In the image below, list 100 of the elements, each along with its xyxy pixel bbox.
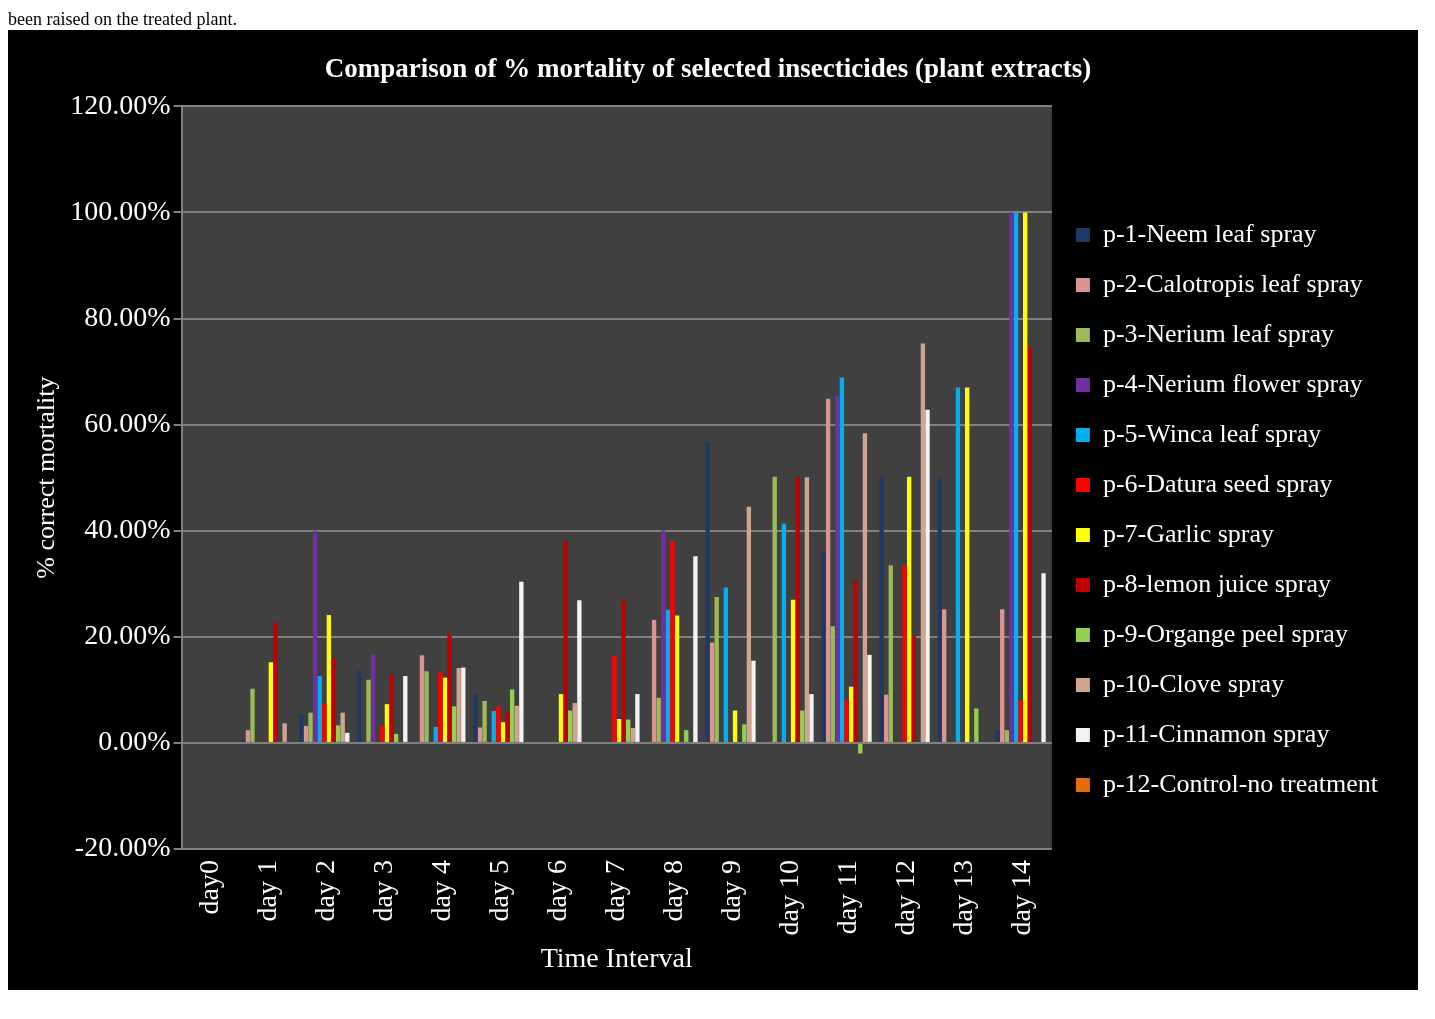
bar bbox=[853, 580, 858, 742]
y-tick-label: 0.00% bbox=[98, 725, 171, 757]
bar bbox=[1041, 573, 1046, 742]
bar bbox=[920, 343, 926, 742]
bar bbox=[1027, 346, 1032, 742]
x-tick-label: day 14 bbox=[1005, 859, 1037, 936]
bar bbox=[438, 672, 443, 742]
bar bbox=[616, 719, 622, 742]
legend-label: p-5-Winca leaf spray bbox=[1102, 418, 1322, 448]
bar bbox=[456, 668, 461, 742]
bar bbox=[848, 686, 854, 742]
bar bbox=[670, 540, 675, 742]
bar bbox=[665, 609, 671, 742]
bar bbox=[268, 662, 274, 742]
bar bbox=[661, 530, 666, 742]
bar bbox=[839, 377, 845, 742]
bar bbox=[732, 710, 738, 742]
bar bbox=[883, 694, 889, 742]
y-tick-label: -20.00% bbox=[74, 831, 171, 863]
bar bbox=[867, 654, 872, 742]
bar bbox=[612, 655, 617, 742]
bar bbox=[964, 387, 970, 742]
bar bbox=[1000, 609, 1005, 742]
bar bbox=[1013, 212, 1019, 742]
bar bbox=[403, 676, 408, 742]
x-tick-label: day 9 bbox=[715, 859, 747, 922]
bar bbox=[630, 728, 635, 742]
legend-label: p-9-Organge peel spray bbox=[1102, 618, 1348, 648]
bar bbox=[626, 719, 631, 742]
y-axis-title: % correct mortality bbox=[31, 376, 61, 579]
bar bbox=[684, 730, 689, 742]
bar bbox=[357, 670, 362, 742]
bar bbox=[830, 626, 835, 742]
bar bbox=[937, 476, 942, 742]
bar bbox=[577, 600, 582, 742]
bar bbox=[795, 476, 800, 742]
bar bbox=[245, 730, 251, 742]
bar bbox=[370, 654, 376, 742]
bar bbox=[925, 409, 930, 742]
text: been raised on the treated plant. bbox=[8, 8, 238, 30]
bar bbox=[772, 476, 777, 742]
x-tick-label: day 7 bbox=[599, 859, 631, 922]
x-tick-label: day 11 bbox=[831, 859, 863, 935]
bar bbox=[299, 714, 304, 742]
bar bbox=[384, 704, 390, 742]
bar bbox=[835, 396, 840, 742]
bar bbox=[974, 708, 979, 742]
x-tick-label: day 6 bbox=[541, 859, 573, 922]
bar bbox=[340, 712, 345, 742]
bar bbox=[751, 660, 756, 742]
x-tick-label: day 10 bbox=[773, 859, 805, 936]
y-tick-label: 20.00% bbox=[84, 619, 171, 651]
y-tick-label: 40.00% bbox=[84, 513, 171, 545]
bar bbox=[906, 476, 912, 742]
legend-label: p-4-Nerium flower spray bbox=[1102, 368, 1363, 398]
bar bbox=[345, 732, 350, 742]
bar bbox=[482, 700, 487, 742]
bar bbox=[447, 633, 452, 742]
bar bbox=[505, 711, 510, 742]
legend-label: p-10-Clove spray bbox=[1102, 668, 1285, 698]
bar bbox=[558, 694, 564, 742]
bar bbox=[442, 677, 448, 742]
bar bbox=[308, 712, 313, 742]
bar bbox=[879, 476, 884, 742]
bar bbox=[942, 609, 947, 742]
legend-label: p-11-Cinnamon spray bbox=[1102, 718, 1330, 748]
bar bbox=[1018, 699, 1023, 742]
bar bbox=[1023, 212, 1028, 742]
bar bbox=[322, 703, 327, 742]
legend-label: p-3-Nerium leaf spray bbox=[1102, 318, 1334, 348]
y-tick-label: 60.00% bbox=[84, 407, 171, 438]
bar bbox=[519, 581, 524, 742]
bar bbox=[273, 622, 278, 742]
bar bbox=[312, 530, 318, 742]
bar bbox=[331, 658, 336, 742]
bar bbox=[955, 387, 961, 742]
bar bbox=[335, 725, 341, 742]
y-tick-label: 100.00% bbox=[70, 194, 171, 226]
y-tick-label: 120.00% bbox=[70, 88, 171, 120]
x-tick-label: day 12 bbox=[889, 859, 921, 936]
bar bbox=[862, 433, 868, 742]
bar bbox=[366, 679, 371, 742]
bar bbox=[393, 733, 399, 742]
bar bbox=[902, 565, 907, 742]
legend-label: p-12-Control-no treatment bbox=[1102, 768, 1379, 798]
bar bbox=[1009, 212, 1014, 742]
x-tick-label: day 3 bbox=[366, 859, 398, 922]
x-tick-label: day 8 bbox=[657, 859, 689, 922]
legend-label: p-2-Calotropis leaf spray bbox=[1102, 268, 1363, 298]
bar bbox=[303, 725, 309, 742]
bar bbox=[496, 706, 501, 742]
bar bbox=[473, 693, 478, 742]
chart-title: Comparison of % mortality of selected insecticides (plant extracts) bbox=[324, 53, 1092, 84]
bar bbox=[567, 710, 573, 742]
x-tick-label: day 5 bbox=[483, 859, 515, 922]
bar bbox=[781, 523, 787, 742]
bar bbox=[461, 667, 466, 742]
x-tick-label: day 13 bbox=[947, 859, 979, 936]
bar bbox=[742, 724, 747, 742]
legend-label: p-6-Datura seed spray bbox=[1102, 468, 1333, 498]
